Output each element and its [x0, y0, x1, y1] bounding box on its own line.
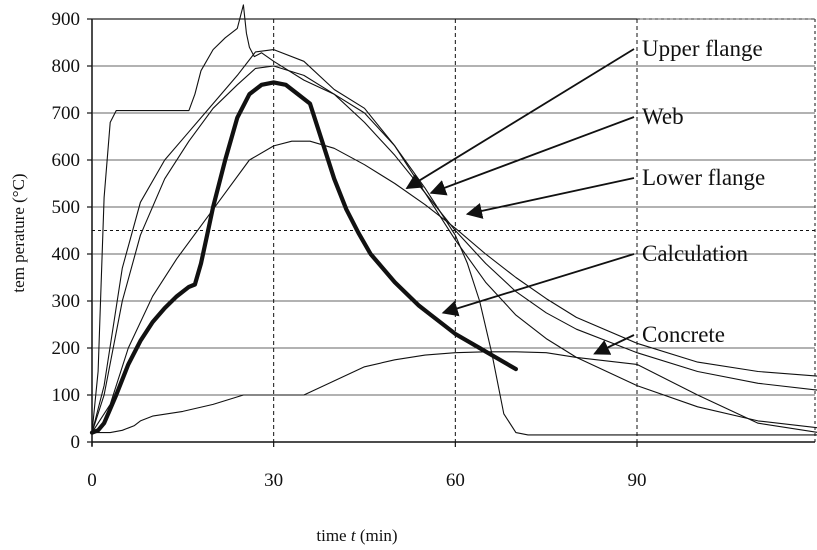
y-tick-label: 900 [52, 9, 81, 30]
x-axis-title-variable: t [351, 526, 357, 545]
y-tick-label: 300 [52, 291, 81, 312]
series-line-upper-flange [91, 49, 817, 434]
x-axis-title-suffix: (min) [356, 526, 398, 545]
y-axis-title: tem perature (°C) [9, 173, 28, 292]
y-tick-label: 600 [52, 150, 81, 171]
y-tick-label: 200 [52, 338, 81, 359]
x-axis-title: time t (min) [316, 526, 397, 545]
y-tick-label: 400 [52, 244, 81, 265]
y-tick-label: 800 [52, 56, 81, 77]
arrow-concrete [593, 334, 635, 355]
label-web: Web [642, 104, 684, 129]
series-line-unlabeled-0 [91, 4, 817, 436]
y-tick-label: 100 [52, 385, 81, 406]
tick-labels: 0 100 200 300 400 500 600 700 800 900 0 30 60 90 [52, 9, 647, 491]
y-tick-label: 0 [71, 432, 81, 453]
label-calculation: Calculation [642, 241, 749, 266]
arrow-lower-flange [465, 177, 635, 219]
arrow-upper-flange [405, 48, 635, 190]
x-tick-label: 60 [446, 470, 465, 491]
label-concrete: Concrete [642, 322, 725, 347]
label-upper-flange: Upper flange [642, 36, 763, 61]
series-line-web [91, 65, 817, 434]
annotation-layer: Upper flange Web Lower flange Calculation Co… [405, 36, 765, 355]
series-line-lower-flange [91, 140, 817, 434]
y-tick-label: 500 [52, 197, 81, 218]
label-lower-flange: Lower flange [642, 165, 765, 190]
y-tick-label: 700 [52, 103, 81, 124]
x-tick-label: 30 [264, 470, 283, 491]
series-line-concrete [91, 351, 817, 434]
x-tick-label: 0 [87, 470, 97, 491]
gridlines [92, 18, 815, 442]
arrow-calculation [441, 253, 635, 317]
series-line-calculation [89, 80, 519, 435]
x-axis-title-prefix: time [316, 526, 350, 545]
x-tick-label: 90 [628, 470, 647, 491]
series-layer [89, 4, 817, 436]
arrow-web [429, 116, 635, 196]
